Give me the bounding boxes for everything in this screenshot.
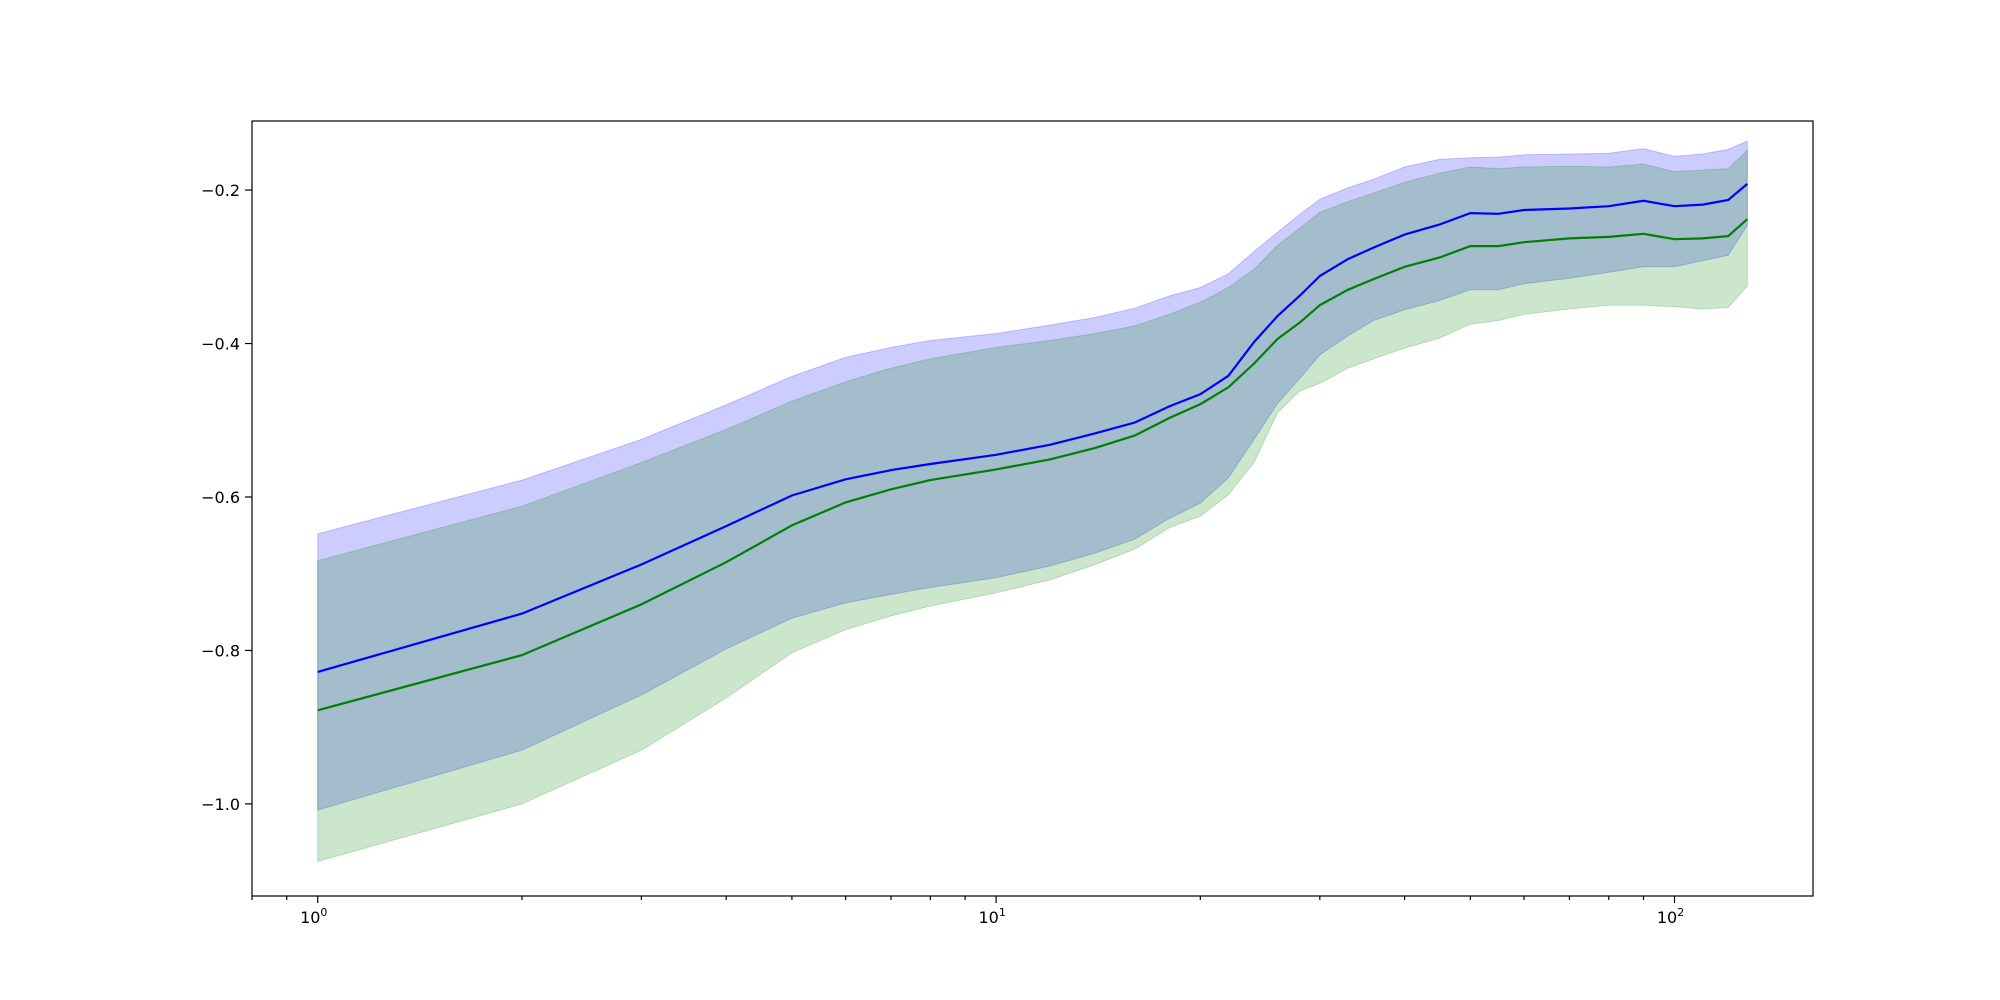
y-tick-label: −0.4 (201, 335, 240, 354)
mean-lines (317, 183, 1749, 712)
x-tick-label: 100 (300, 906, 327, 927)
x-tick-label: 101 (978, 906, 1005, 927)
y-tick-label: −0.8 (201, 641, 240, 660)
x-axis: 100 101 102 (251, 896, 1684, 927)
band-series-2 (317, 149, 1748, 863)
y-axis: −0.2 −0.4 −0.6 −0.8 −1.0 (201, 181, 252, 814)
y-tick-label: −0.6 (201, 488, 240, 507)
axes-frame (251, 120, 1814, 897)
line-series-1 (317, 183, 1749, 673)
confidence-bands (317, 140, 1748, 863)
y-tick-label: −0.2 (201, 181, 240, 200)
y-tick-label: −1.0 (201, 795, 240, 814)
band-series-1 (317, 140, 1748, 811)
x-tick-label: 102 (1657, 906, 1684, 927)
line-series-2 (317, 218, 1749, 712)
